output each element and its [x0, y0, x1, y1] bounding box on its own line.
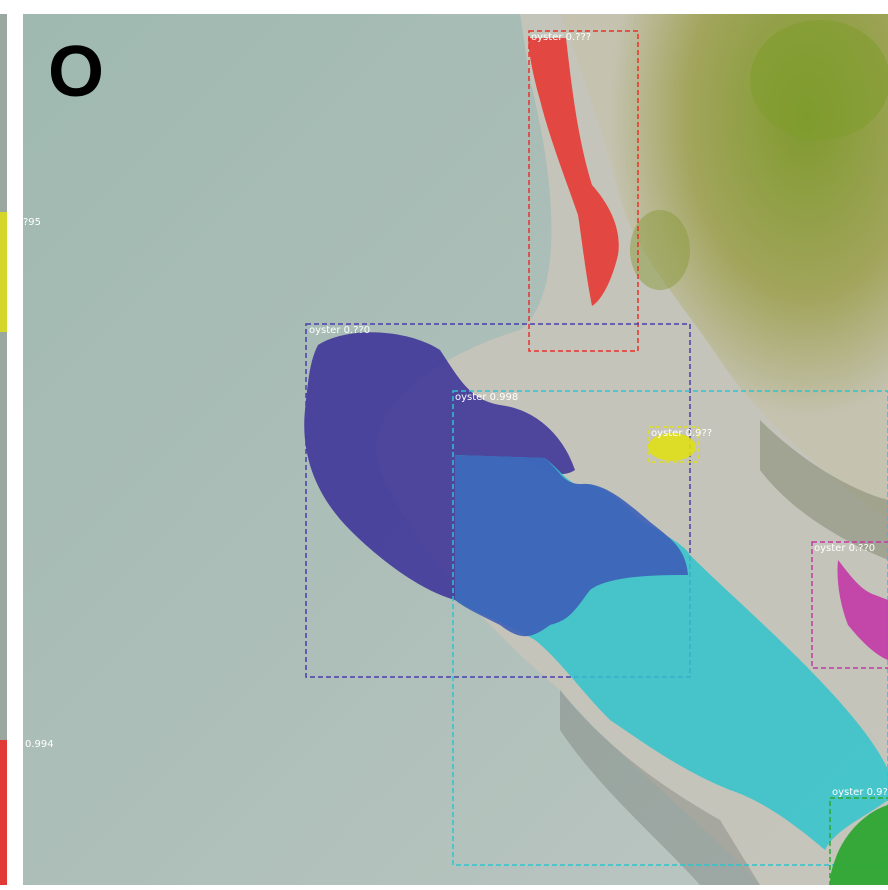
magenta-bbox — [811, 541, 888, 669]
left-red-mask-fragment — [0, 740, 7, 885]
yellow-mask — [648, 433, 696, 461]
green-label: oyster 0.9?? — [832, 787, 888, 798]
detection-yellow: oyster 0.9?? — [648, 426, 712, 463]
detection-cyan: oyster 0.998 — [452, 390, 888, 866]
navy-mask — [304, 332, 575, 600]
detection-magenta: oyster 0.??0 — [811, 541, 888, 669]
marsh-patch-2 — [630, 210, 690, 290]
marsh-patch — [750, 20, 888, 140]
marsh-vegetation — [560, 14, 888, 520]
cyan-navy-overlap — [455, 455, 688, 637]
panel-divider — [7, 0, 23, 885]
left-bottom-score: 0.994 — [25, 739, 54, 750]
green-mask — [830, 805, 888, 885]
detection-green: oyster 0.9?? — [829, 787, 888, 889]
magenta-label: oyster 0.??0 — [814, 543, 875, 554]
navy-bbox — [305, 323, 691, 678]
detection-navy: oyster 0.??0 — [304, 323, 691, 678]
left-panel-strip — [0, 14, 7, 885]
magenta-mask — [837, 560, 888, 660]
yellow-bbox — [648, 426, 699, 463]
dark-mud — [760, 420, 888, 560]
cyan-label: oyster 0.998 — [455, 392, 518, 403]
left-top-score: ?95 — [23, 217, 41, 228]
green-bbox — [829, 797, 888, 889]
cyan-bbox — [452, 390, 888, 866]
navy-label: oyster 0.??0 — [309, 325, 370, 336]
red-label: oyster 0.??? — [531, 32, 591, 43]
red-mask — [528, 38, 619, 306]
panel-label: O — [48, 32, 105, 112]
reef-shadow — [560, 690, 760, 885]
detection-red: oyster 0.??? — [528, 30, 639, 352]
top-border — [0, 0, 888, 14]
red-bbox — [528, 30, 639, 352]
yellow-label: oyster 0.9?? — [651, 428, 712, 439]
left-yellow-mask-fragment — [0, 212, 7, 332]
